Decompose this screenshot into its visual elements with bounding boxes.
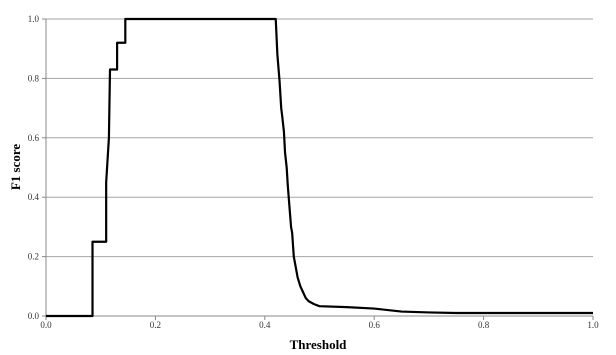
x-tick-label: 0.0 xyxy=(40,320,52,330)
tick-labels: 0.0 0.2 0.4 0.6 0.8 1.0 0.0 0.2 0.4 0.6 0.8 1.0 xyxy=(28,14,599,330)
x-axis-title: Threshold xyxy=(290,337,348,352)
x-tick-label: 0.4 xyxy=(259,320,271,330)
y-tick-label: 0.8 xyxy=(28,73,40,83)
f1-score-line xyxy=(46,17,593,318)
y-tick-label: 0.4 xyxy=(28,192,40,202)
series-layer xyxy=(46,17,593,318)
y-tick-label: 0.2 xyxy=(28,252,39,262)
x-tick-label: 0.6 xyxy=(369,320,381,330)
x-tick-label: 1.0 xyxy=(587,320,599,330)
grid xyxy=(46,18,593,258)
x-tick-label: 0.2 xyxy=(150,320,161,330)
y-tick-label: 0.0 xyxy=(28,311,40,321)
x-tick-label: 0.8 xyxy=(478,320,490,330)
y-axis-title: F1 score xyxy=(8,144,23,191)
y-tick-label: 0.6 xyxy=(28,133,40,143)
axes xyxy=(42,18,594,320)
y-tick-label: 1.0 xyxy=(28,14,40,24)
